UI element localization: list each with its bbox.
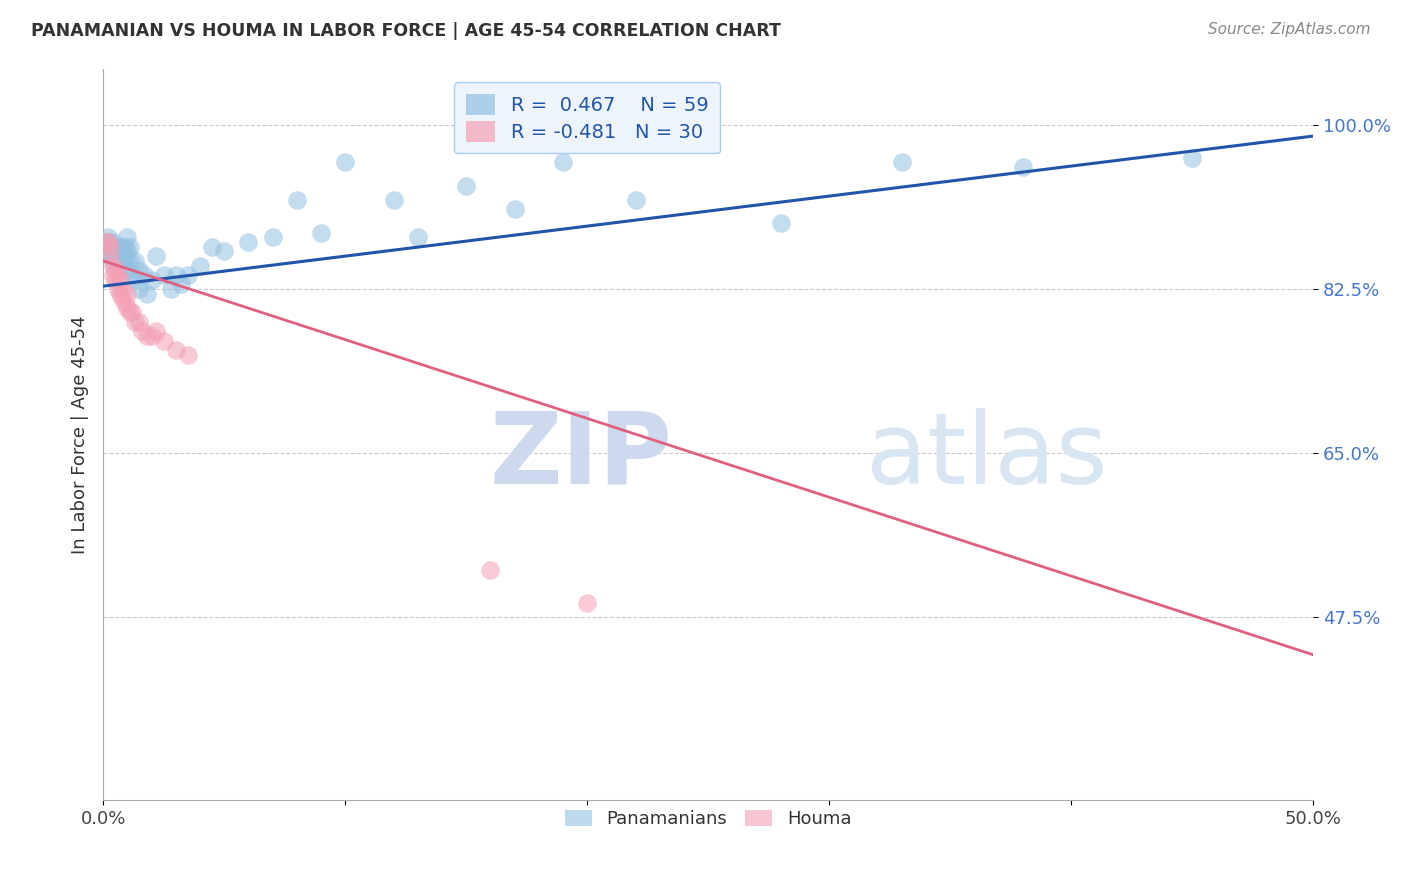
Point <box>262 230 284 244</box>
Point <box>101 259 124 273</box>
Point <box>1181 151 1204 165</box>
Point <box>576 596 599 610</box>
Point <box>117 301 139 315</box>
Point <box>117 286 139 301</box>
Point <box>108 240 131 254</box>
Point <box>107 268 129 282</box>
Point <box>188 259 211 273</box>
Point <box>124 253 146 268</box>
Point <box>117 244 139 259</box>
Point <box>135 286 157 301</box>
Point <box>333 155 356 169</box>
Point <box>124 272 146 286</box>
Point <box>100 240 122 254</box>
Point <box>134 268 156 282</box>
Point <box>100 249 122 263</box>
Point <box>94 244 117 259</box>
Point <box>100 240 122 254</box>
Point <box>94 235 117 249</box>
Point <box>114 240 136 254</box>
Point <box>117 230 139 244</box>
Point <box>100 249 122 263</box>
Point <box>107 249 129 263</box>
Point <box>104 244 127 259</box>
Point <box>111 244 134 259</box>
Point <box>118 305 141 319</box>
Point <box>101 235 124 249</box>
Point <box>382 193 405 207</box>
Point <box>94 240 117 254</box>
Point <box>108 286 131 301</box>
Point <box>124 315 146 329</box>
Point <box>503 202 526 217</box>
Point <box>1011 160 1033 174</box>
Point <box>406 230 429 244</box>
Point <box>100 244 122 259</box>
Point <box>114 296 136 310</box>
Text: Source: ZipAtlas.com: Source: ZipAtlas.com <box>1208 22 1371 37</box>
Point <box>624 193 647 207</box>
Point <box>128 282 150 296</box>
Point <box>101 240 124 254</box>
Point <box>201 240 224 254</box>
Point <box>131 324 153 338</box>
Point <box>108 253 131 268</box>
Y-axis label: In Labor Force | Age 45-54: In Labor Force | Age 45-54 <box>72 315 89 554</box>
Point <box>94 235 117 249</box>
Point <box>890 155 912 169</box>
Point <box>152 268 174 282</box>
Point <box>114 253 136 268</box>
Point <box>135 329 157 343</box>
Point <box>165 268 187 282</box>
Point <box>456 178 478 193</box>
Point <box>104 272 127 286</box>
Point <box>97 235 120 249</box>
Point <box>121 268 143 282</box>
Point <box>107 282 129 296</box>
Point <box>118 240 141 254</box>
Legend: Panamanians, Houma: Panamanians, Houma <box>558 803 859 835</box>
Point <box>121 305 143 319</box>
Point <box>479 563 502 577</box>
Point <box>108 272 131 286</box>
Point <box>128 263 150 277</box>
Point <box>117 263 139 277</box>
Text: PANAMANIAN VS HOUMA IN LABOR FORCE | AGE 45-54 CORRELATION CHART: PANAMANIAN VS HOUMA IN LABOR FORCE | AGE… <box>31 22 780 40</box>
Point <box>145 249 167 263</box>
Point <box>118 253 141 268</box>
Text: ZIP: ZIP <box>489 408 672 505</box>
Point <box>769 216 792 230</box>
Point <box>141 272 163 286</box>
Point <box>165 343 187 357</box>
Point <box>107 240 129 254</box>
Point <box>101 268 124 282</box>
Point <box>309 226 332 240</box>
Point <box>104 253 127 268</box>
Point <box>551 155 574 169</box>
Point <box>285 193 308 207</box>
Point <box>177 348 200 362</box>
Point <box>97 235 120 249</box>
Point <box>101 253 124 268</box>
Point <box>128 315 150 329</box>
Point <box>145 324 167 338</box>
Point <box>111 291 134 305</box>
Point <box>177 268 200 282</box>
Point <box>97 230 120 244</box>
Point <box>212 244 235 259</box>
Point <box>141 329 163 343</box>
Point <box>169 277 191 292</box>
Point <box>104 249 127 263</box>
Point <box>111 282 134 296</box>
Point <box>152 334 174 348</box>
Point <box>160 282 183 296</box>
Text: atlas: atlas <box>866 408 1107 505</box>
Point <box>111 259 134 273</box>
Point <box>238 235 260 249</box>
Point <box>104 263 127 277</box>
